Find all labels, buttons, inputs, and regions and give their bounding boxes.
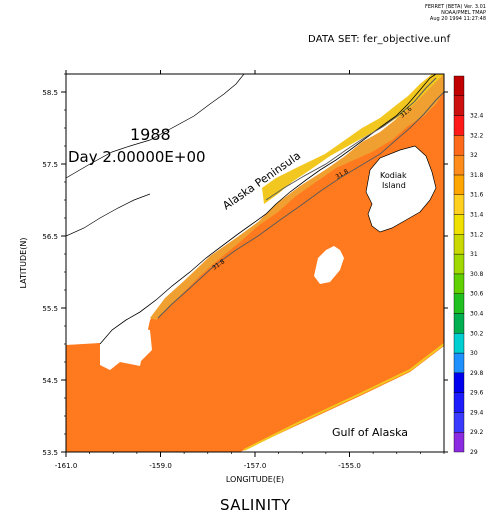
colorbar-label: 32.2 xyxy=(470,132,484,139)
ocean-field xyxy=(66,74,444,452)
colorbar-label: 30 xyxy=(470,350,478,357)
inland-line xyxy=(66,74,245,179)
colorbar-label: 29 xyxy=(470,449,478,456)
colorbar-swatch xyxy=(453,194,465,215)
colorbar-label: 32.4 xyxy=(470,113,484,120)
x-tick-label: -161.0 xyxy=(55,462,78,470)
colorbar-label: 29.6 xyxy=(470,390,484,397)
colorbar-swatch xyxy=(453,234,465,255)
colorbar-swatch xyxy=(453,135,465,156)
x-axis-label: LONGITUDE(E) xyxy=(226,475,284,484)
colorbar-swatch xyxy=(453,293,465,314)
colorbar-label: 31 xyxy=(470,251,478,258)
colorbar-swatch xyxy=(453,75,465,96)
salinity-band-low xyxy=(262,74,444,204)
x-tick-label: -155.0 xyxy=(338,462,361,470)
left-bay xyxy=(100,326,152,366)
colorbar-label: 31.2 xyxy=(470,231,484,238)
colorbar-label: 31.4 xyxy=(470,212,484,219)
ferret-line: Aug 20 1994 11:27:48 xyxy=(429,16,486,22)
colorbar-label: 30.4 xyxy=(470,310,484,317)
y-tick-label: 57.5 xyxy=(42,161,58,169)
colorbar-label: 29.2 xyxy=(470,429,484,436)
colorbar-swatch xyxy=(453,253,465,275)
colorbar-label: 30.6 xyxy=(470,291,484,298)
annotation-year: 1988 xyxy=(130,125,171,144)
ferret-version-stamp: FERRET (BETA) Ver. 3.01 NOAA/PMEL TMAP A… xyxy=(366,4,486,22)
contour-line xyxy=(265,77,437,201)
colorbar-swatch xyxy=(453,313,465,334)
contour-line xyxy=(157,91,444,319)
colorbar-label: 30.8 xyxy=(470,271,484,278)
y-tick-label: 56.5 xyxy=(42,233,58,241)
colorbar-swatch xyxy=(453,392,465,413)
ferret-line: NOAA/PMEL TMAP xyxy=(441,10,486,16)
colorbar-swatch xyxy=(453,174,465,195)
colorbar-swatch xyxy=(453,432,465,453)
outside-data-region xyxy=(240,346,444,452)
colorbar-swatch xyxy=(453,95,465,116)
x-tick-label: -159.0 xyxy=(149,462,172,470)
colorbar-swatch xyxy=(453,352,465,374)
colorbar-swatch xyxy=(453,333,465,354)
x-tick-label: -157.0 xyxy=(244,462,267,470)
colorbar-swatch xyxy=(453,372,465,393)
colorbar-label: 29.4 xyxy=(470,409,484,416)
y-tick-label: 55.5 xyxy=(42,305,58,313)
axes: -161.0 -159.0 -157.0 -155.0 53.5 54.5 55.5 56.5… xyxy=(42,70,448,470)
colorbar-swatch xyxy=(453,273,465,294)
colorbar-label: 30.2 xyxy=(470,330,484,337)
y-tick-label: 53.5 xyxy=(42,449,58,457)
colorbar-label: 31.6 xyxy=(470,192,484,199)
colorbar-label: 32 xyxy=(470,152,478,159)
colorbar-swatch xyxy=(453,412,465,433)
island-label: Island xyxy=(382,181,406,190)
y-tick-label: 54.5 xyxy=(42,377,58,385)
shumagin-area xyxy=(314,246,344,284)
coastline xyxy=(99,74,437,345)
y-axis-label: LATITUDE(N) xyxy=(19,238,28,289)
colorbar-swatch xyxy=(453,214,465,235)
plot-title: SALINITY xyxy=(220,496,291,514)
annotation-day: Day 2.00000E+00 xyxy=(68,148,206,166)
colorbar-swatch xyxy=(453,115,465,136)
kodiak-island xyxy=(365,145,437,233)
colorbar-swatch xyxy=(453,154,465,176)
map-field xyxy=(66,74,444,452)
y-tick-label: 58.5 xyxy=(42,89,58,97)
dataset-label: DATA SET: fer_objective.unf xyxy=(308,34,451,45)
gulf-label: Gulf of Alaska xyxy=(332,426,408,439)
ferret-line: FERRET (BETA) Ver. 3.01 xyxy=(425,4,486,10)
edge-strip xyxy=(243,343,444,451)
inland-line xyxy=(66,193,151,237)
colorbar: 29 29.2 29.4 29.6 29.8 30 30.2 30.4 30.6 30.8 31 31… xyxy=(453,75,484,456)
colorbar-label: 29.8 xyxy=(470,370,484,377)
colorbar-label: 31.8 xyxy=(470,172,484,179)
kodiak-label: Kodiak xyxy=(380,171,407,180)
